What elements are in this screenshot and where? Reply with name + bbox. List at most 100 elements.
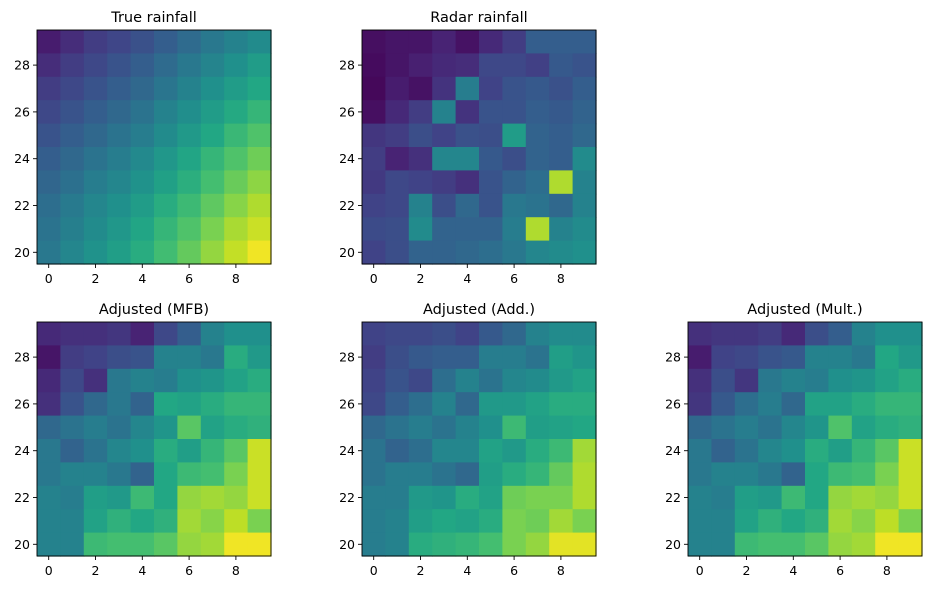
heatmap-cell bbox=[432, 53, 457, 78]
y-tick-label: 28 bbox=[14, 58, 30, 73]
heatmap-cell bbox=[60, 147, 85, 171]
heatmap-cell bbox=[247, 439, 272, 463]
heatmap-cell bbox=[60, 193, 85, 218]
heatmap-cell bbox=[805, 439, 829, 463]
heatmap-cell bbox=[83, 240, 108, 265]
heatmap-cell bbox=[177, 415, 202, 440]
heatmap-cell bbox=[200, 532, 225, 557]
heatmap-cell bbox=[525, 100, 550, 125]
heatmap-cell bbox=[432, 123, 457, 148]
heatmap-cell bbox=[83, 76, 108, 101]
heatmap-cell bbox=[362, 217, 386, 242]
heatmap-cell bbox=[781, 462, 806, 487]
heatmap-cell bbox=[362, 147, 386, 171]
heatmap-cell bbox=[479, 53, 503, 78]
heatmap-cell bbox=[200, 485, 225, 510]
heatmap-cell bbox=[408, 439, 433, 463]
heatmap-cell bbox=[432, 240, 457, 265]
heatmap-cell bbox=[60, 322, 85, 346]
heatmap-cell bbox=[455, 76, 480, 101]
heatmap-cell bbox=[130, 53, 155, 78]
heatmap-cell bbox=[525, 485, 550, 510]
heatmap-cell bbox=[37, 240, 61, 265]
heatmap-cell bbox=[154, 532, 178, 557]
heatmap-cell bbox=[130, 76, 155, 101]
heatmap-cell bbox=[479, 439, 503, 463]
heatmap-cell bbox=[549, 485, 574, 510]
heatmap-cell bbox=[385, 76, 410, 101]
heatmap-cell bbox=[224, 193, 249, 218]
heatmap-cell bbox=[432, 76, 457, 101]
heatmap-cell bbox=[83, 147, 108, 171]
heatmap-cell bbox=[60, 368, 85, 393]
heatmap-cell bbox=[805, 345, 829, 370]
heatmap-cell bbox=[432, 322, 457, 346]
y-tick-label: 26 bbox=[14, 104, 30, 119]
heatmap-cell bbox=[60, 76, 85, 101]
heatmap-cell bbox=[130, 392, 155, 417]
heatmap-cell bbox=[875, 462, 900, 487]
heatmap-cell bbox=[177, 485, 202, 510]
heatmap-cell bbox=[37, 100, 61, 125]
heatmap-cell bbox=[432, 217, 457, 242]
heatmap-cell bbox=[851, 322, 876, 346]
heatmap-cell bbox=[851, 345, 876, 370]
heatmap-cell bbox=[107, 53, 132, 78]
heatmap-cell bbox=[479, 462, 503, 487]
heatmap-cell bbox=[177, 217, 202, 242]
y-tick-label: 24 bbox=[14, 151, 30, 166]
heatmap-cell bbox=[781, 368, 806, 393]
heatmap-cell bbox=[130, 100, 155, 125]
heatmap-cell bbox=[60, 345, 85, 370]
heatmap-cell bbox=[805, 322, 829, 346]
heatmap-cell bbox=[60, 462, 85, 487]
y-tick-label: 24 bbox=[339, 151, 355, 166]
heatmap-cell bbox=[224, 30, 249, 54]
heatmap-cell bbox=[572, 439, 597, 463]
heatmap-cell bbox=[455, 217, 480, 242]
heatmap-cell bbox=[200, 345, 225, 370]
heatmap-cell bbox=[898, 415, 923, 440]
heatmap-cell bbox=[572, 147, 597, 171]
heatmap-cell bbox=[177, 439, 202, 463]
heatmap-cell bbox=[549, 532, 574, 557]
heatmap-cell bbox=[828, 532, 853, 557]
heatmap-cell bbox=[851, 392, 876, 417]
heatmap-cell bbox=[154, 462, 178, 487]
heatmap-cell bbox=[758, 415, 783, 440]
heatmap-cell bbox=[200, 322, 225, 346]
heatmap-cell bbox=[154, 76, 178, 101]
heatmap-cell bbox=[408, 345, 433, 370]
x-tick-label: 2 bbox=[417, 563, 425, 578]
heatmap-cell bbox=[479, 415, 503, 440]
heatmap-cell bbox=[781, 345, 806, 370]
heatmap-cell bbox=[502, 439, 527, 463]
heatmap-cell bbox=[130, 147, 155, 171]
heatmap-cell bbox=[37, 53, 61, 78]
heatmap-cell bbox=[362, 30, 386, 54]
heatmap-cell bbox=[130, 439, 155, 463]
heatmap-cell bbox=[247, 509, 272, 534]
heatmap-cell bbox=[711, 392, 736, 417]
heatmap-cell bbox=[37, 76, 61, 101]
x-tick-label: 0 bbox=[370, 271, 378, 286]
x-tick-label: 8 bbox=[557, 563, 565, 578]
heatmap-cell bbox=[828, 462, 853, 487]
panel-title: Adjusted (Add.) bbox=[423, 302, 535, 318]
heatmap-cell bbox=[851, 415, 876, 440]
heatmap-cell bbox=[177, 368, 202, 393]
heatmap-cell bbox=[130, 217, 155, 242]
heatmap-cell bbox=[525, 532, 550, 557]
heatmap-cell bbox=[177, 76, 202, 101]
heatmap-cell bbox=[711, 345, 736, 370]
heatmap-cell bbox=[130, 485, 155, 510]
heatmap-cell bbox=[408, 76, 433, 101]
heatmap-cell bbox=[711, 439, 736, 463]
heatmap-cell bbox=[851, 509, 876, 534]
heatmap-cell bbox=[455, 368, 480, 393]
y-tick-label: 26 bbox=[14, 396, 30, 411]
heatmap-cell bbox=[502, 392, 527, 417]
heatmap-cell bbox=[247, 240, 272, 265]
